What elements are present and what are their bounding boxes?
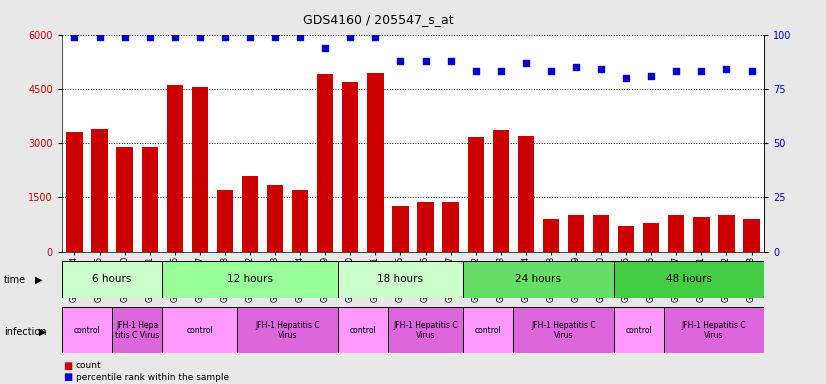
Bar (167, 85, 183, 252)
Text: JFH-1 Hepatitis C
Virus: JFH-1 Hepatitis C Virus (255, 321, 320, 340)
Bar (267, 185, 283, 252)
Bar (62, 261, 162, 298)
Bar (593, 215, 610, 252)
Point (394, 58, 407, 64)
Bar (388, 307, 463, 353)
Bar (567, 215, 584, 252)
Bar (463, 261, 614, 298)
Bar (468, 137, 484, 252)
Bar (417, 202, 434, 252)
Point (520, 60, 533, 66)
Point (419, 58, 432, 64)
Text: count: count (76, 361, 102, 370)
Text: percentile rank within the sample: percentile rank within the sample (76, 372, 229, 382)
Text: JFH-1 Hepatitis C
Virus: JFH-1 Hepatitis C Virus (531, 321, 596, 340)
Text: time: time (4, 275, 26, 285)
Point (344, 34, 357, 40)
Bar (463, 307, 513, 353)
Bar (162, 307, 238, 353)
Text: control: control (74, 326, 101, 335)
Bar (162, 261, 338, 298)
Bar (242, 175, 259, 252)
Bar (614, 261, 764, 298)
Text: 24 hours: 24 hours (515, 274, 562, 285)
Text: JFH-1 Hepa
titis C Virus: JFH-1 Hepa titis C Virus (115, 321, 159, 340)
Bar (668, 215, 685, 252)
Bar (116, 147, 133, 252)
Text: JFH-1 Hepatitis C
Virus: JFH-1 Hepatitis C Virus (681, 321, 746, 340)
Bar (492, 131, 509, 252)
Text: 18 hours: 18 hours (377, 274, 424, 285)
Bar (192, 87, 208, 252)
Bar (719, 215, 734, 252)
Point (368, 34, 382, 40)
Point (469, 68, 482, 74)
Point (569, 64, 582, 70)
Point (319, 45, 332, 51)
Bar (543, 219, 559, 252)
Bar (338, 261, 463, 298)
Bar (112, 307, 162, 353)
Text: 12 hours: 12 hours (227, 274, 273, 285)
Bar (66, 132, 83, 252)
Bar (338, 307, 388, 353)
Point (118, 34, 131, 40)
Text: infection: infection (4, 327, 46, 337)
Point (695, 68, 708, 74)
Text: 6 hours: 6 hours (93, 274, 132, 285)
Point (670, 68, 683, 74)
Point (620, 75, 633, 81)
Bar (664, 307, 764, 353)
Point (68, 34, 81, 40)
Point (218, 34, 231, 40)
Bar (238, 307, 338, 353)
Bar (141, 147, 158, 252)
Point (193, 34, 206, 40)
Bar (618, 226, 634, 252)
Text: ■: ■ (63, 372, 72, 382)
Bar (513, 307, 614, 353)
Bar (342, 81, 358, 252)
Bar (643, 223, 659, 252)
Text: ▶: ▶ (39, 327, 46, 337)
Bar (443, 202, 458, 252)
Text: control: control (625, 326, 652, 335)
Point (544, 68, 558, 74)
Text: 48 hours: 48 hours (666, 274, 712, 285)
Text: JFH-1 Hepatitis C
Virus: JFH-1 Hepatitis C Virus (393, 321, 458, 340)
Point (644, 73, 657, 79)
Text: control: control (475, 326, 501, 335)
Bar (392, 206, 409, 252)
Text: GDS4160 / 205547_s_at: GDS4160 / 205547_s_at (302, 13, 453, 26)
Point (595, 66, 608, 72)
Point (444, 58, 458, 64)
Text: control: control (349, 326, 376, 335)
Point (93, 34, 107, 40)
Point (268, 34, 282, 40)
Point (745, 68, 758, 74)
Text: ■: ■ (63, 361, 72, 371)
Point (293, 34, 306, 40)
Bar (743, 219, 760, 252)
Bar (292, 190, 308, 252)
Bar (92, 129, 107, 252)
Bar (614, 307, 664, 353)
Point (143, 34, 156, 40)
Bar (368, 73, 383, 252)
Point (494, 68, 507, 74)
Point (244, 34, 257, 40)
Bar (317, 74, 334, 252)
Text: control: control (187, 326, 213, 335)
Point (719, 66, 733, 72)
Bar (693, 217, 710, 252)
Point (169, 34, 182, 40)
Bar (62, 307, 112, 353)
Bar (216, 190, 233, 252)
Bar (518, 136, 534, 252)
Text: ▶: ▶ (35, 275, 42, 285)
